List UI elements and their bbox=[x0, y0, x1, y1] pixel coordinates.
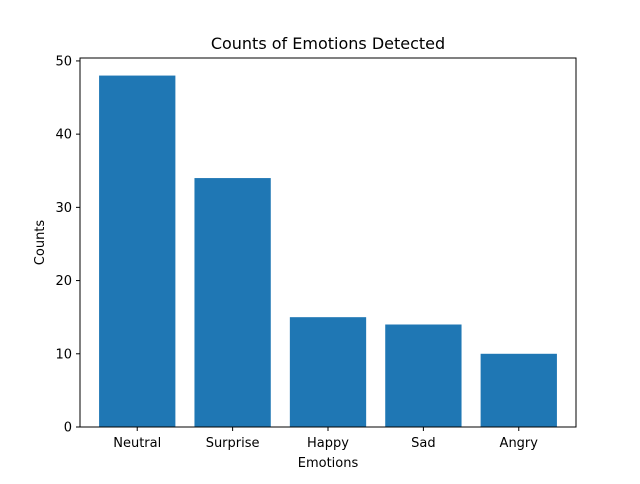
x-tick-label: Neutral bbox=[113, 436, 161, 451]
x-axis: Neutral Surprise Happy Sad Angry bbox=[113, 427, 538, 451]
bars-group bbox=[99, 75, 557, 428]
chart-title: Counts of Emotions Detected bbox=[211, 34, 445, 53]
x-tick-label: Angry bbox=[500, 436, 539, 451]
plot-frame bbox=[79, 57, 577, 428]
y-tick-label: 0 bbox=[64, 421, 72, 436]
y-tick-label: 10 bbox=[55, 347, 72, 362]
x-tick-label: Sad bbox=[411, 436, 435, 451]
bar-neutral bbox=[99, 75, 176, 428]
y-tick-label: 40 bbox=[55, 128, 72, 143]
bar-sad bbox=[385, 324, 462, 427]
y-axis: 0 10 20 30 40 50 bbox=[55, 54, 80, 436]
x-tick-label: Happy bbox=[307, 436, 349, 451]
x-tick-label: Surprise bbox=[206, 436, 260, 451]
bar-angry bbox=[480, 353, 557, 427]
y-tick-label: 30 bbox=[55, 201, 72, 216]
y-tick-label: 50 bbox=[55, 54, 72, 69]
bar-surprise bbox=[194, 178, 271, 427]
x-axis-label: Emotions bbox=[298, 456, 359, 471]
bar-happy bbox=[289, 317, 367, 427]
y-axis-label: Counts bbox=[33, 220, 48, 266]
y-tick-label: 20 bbox=[55, 274, 72, 289]
